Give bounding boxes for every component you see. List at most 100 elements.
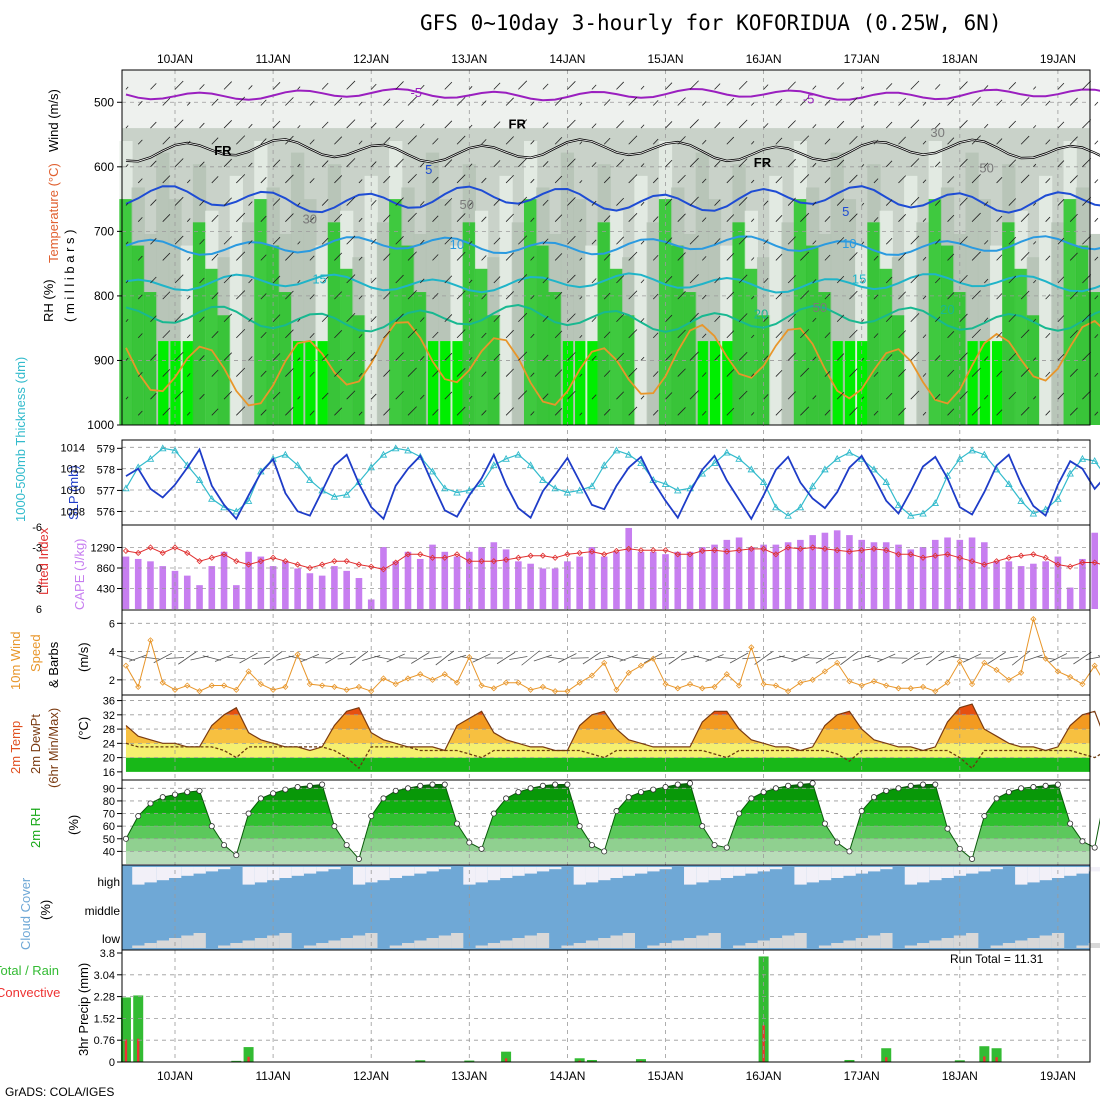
cloud-high-gap [377,867,390,881]
cloud-high-gap [733,867,746,876]
rh-line-point [601,848,608,855]
wind-barb-10m [803,657,822,659]
wind-barb [260,254,267,261]
thickness-line-point [1041,505,1050,513]
wind-barb [628,96,638,106]
lifted-index-line-point [429,554,436,561]
wind-barb [493,198,501,206]
wind-barb-10m [386,653,405,663]
rh-column [722,341,734,425]
wind-barb [272,275,281,284]
wind-barb [297,279,301,284]
contour-label: 10 [450,237,464,252]
wind-barb [1094,179,1099,184]
cloud-low-bar [328,940,341,948]
thickness-line-point [379,450,388,458]
wind-speed-line-point [1042,655,1049,662]
precip-unit-label: 3hr Precip (mm) [76,963,91,1056]
rh-column [364,175,378,425]
wind-barb [616,391,625,400]
wind-barb [383,292,391,300]
contour-label: 5 [842,204,849,219]
wind-barb [934,161,941,168]
thickness-line-point [906,511,915,519]
wind-barb [726,369,735,377]
lifted-index-line-point [184,549,191,557]
cloud-low-bar [230,943,243,948]
wind-barb-10m [987,651,1006,665]
cloud-low-bar [1027,938,1040,948]
cape-bar [159,566,167,609]
wind-barb [591,200,597,206]
wind-speed-line-point [245,668,252,675]
wind-barb [652,216,659,222]
cloud-high-gap [684,867,697,885]
wind-barb [125,396,129,400]
rh-line-point [588,842,595,849]
cape-bar [122,556,130,609]
wind-barb [407,135,417,145]
wind-barb [652,332,659,339]
lifted-index-line-point [196,558,203,565]
lifted-index-line-point [294,561,301,568]
cloud-high-gap [1064,867,1077,876]
cloud-high-gap [549,867,562,870]
wind-barb [334,291,343,300]
footer-credit: GrADS: COLA/IGES [5,1085,114,1099]
thickness-line-point [710,459,719,467]
wind-barb-10m [423,656,442,660]
wind-barb [505,174,514,184]
date-tick-top: 19JAN [1040,52,1076,66]
wind-barb [996,215,1003,222]
thickness-line-point [477,480,486,488]
lifted-index-line-point [355,561,363,568]
wind-barb [272,353,281,361]
wind-barb [885,315,893,323]
rh-column [979,341,991,425]
rh-column [376,222,391,425]
wind-barb [800,290,810,300]
wind-speed-line-point [821,668,828,675]
cape-bar [981,542,988,609]
precip-bar [231,1060,242,1062]
wind-barb-10m [202,655,221,661]
wind-barb [751,218,755,222]
wind-barb-10m [742,656,761,660]
rh-column [818,292,832,425]
wind-barb [910,313,920,323]
wind-barb [272,198,281,206]
wind-barb [321,315,329,323]
wind-barb [763,277,769,284]
wind-barb [469,240,473,245]
wind-barb [640,124,645,129]
thickness-line-point [502,454,510,462]
cape-tick-label: 430 [97,584,115,596]
thickness-line-point [306,475,314,483]
cloud-high-gap [941,867,954,878]
wind-barb [481,139,487,145]
wind-barb [481,293,487,300]
wind-barb [640,201,645,206]
rh-line-point [245,810,252,817]
wind-barb [248,85,253,90]
wind-speed-line-point [613,686,620,693]
wind-barb [174,196,184,206]
thickness-line-point [723,448,731,456]
wind-barb [248,123,253,129]
cloud-low-bar [818,945,832,948]
rh-column [119,199,133,425]
wind-barb [383,253,391,261]
wind-barb [567,197,576,206]
wind-barb [714,122,721,129]
cloud-high-gap [205,867,219,872]
cape-bar [294,568,301,609]
wind-barb [211,331,219,339]
date-tick-top: 17JAN [844,52,880,66]
wind-barb [518,196,528,206]
rh-column [587,341,599,425]
wind-speed-line-point [637,662,645,669]
wind-barb [751,257,755,261]
lifted-index-line-point [503,556,510,563]
rh-band-fill [126,826,1081,839]
wind-barb [1057,353,1065,361]
